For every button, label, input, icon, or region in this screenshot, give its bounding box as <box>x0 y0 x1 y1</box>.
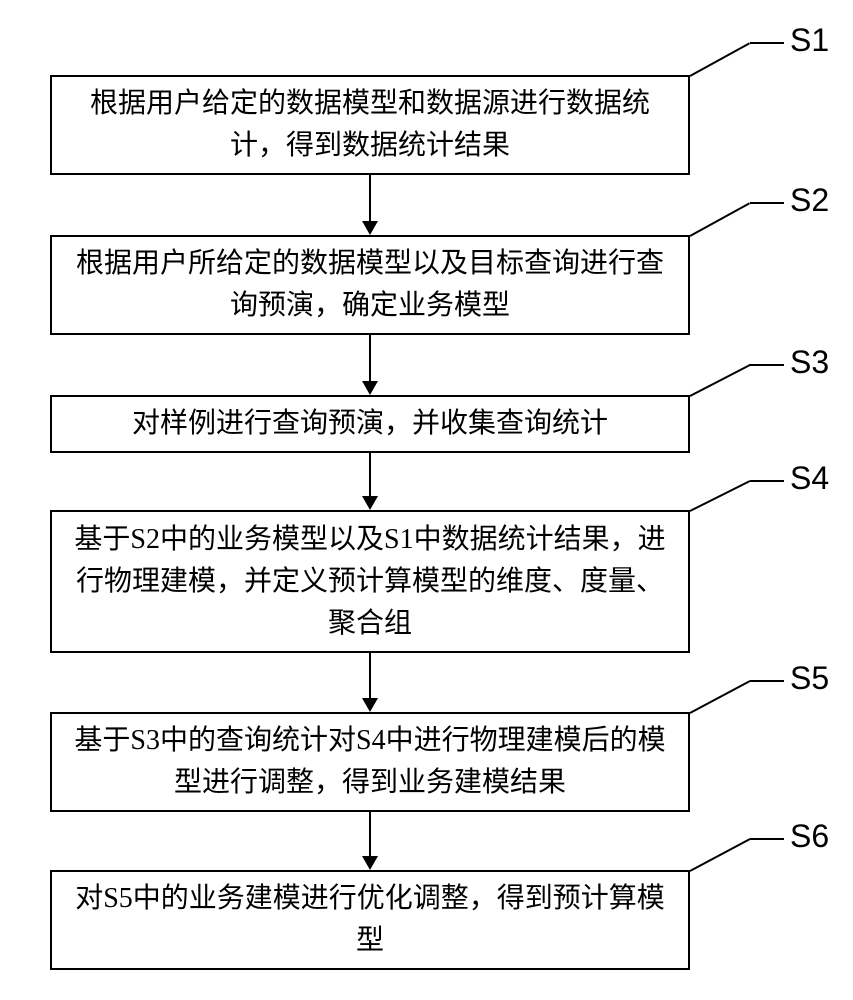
leader-line <box>750 42 784 44</box>
leader-line <box>690 838 751 872</box>
arrow-head-icon <box>362 381 378 395</box>
step-text: 根据用户给定的数据模型和数据源进行数据统计，得到数据统计结果 <box>72 83 668 167</box>
step-text: 对样例进行查询预演，并收集查询统计 <box>132 403 608 445</box>
step-label-s1: S1 <box>790 22 829 59</box>
leader-line <box>750 838 784 840</box>
leader-line <box>690 364 751 397</box>
arrow-line <box>369 335 371 381</box>
leader-line <box>690 42 751 77</box>
arrow-line <box>369 175 371 221</box>
leader-line <box>690 202 751 237</box>
step-label-s5: S5 <box>790 660 829 697</box>
step-box-s6: 对S5中的业务建模进行优化调整，得到预计算模型 <box>50 870 690 970</box>
step-label-s4: S4 <box>790 460 829 497</box>
leader-line <box>690 480 751 512</box>
step-text: 对S5中的业务建模进行优化调整，得到预计算模型 <box>72 878 668 962</box>
leader-line <box>750 202 784 204</box>
arrow-head-icon <box>362 856 378 870</box>
leader-line <box>690 680 751 714</box>
step-box-s4: 基于S2中的业务模型以及S1中数据统计结果，进行物理建模，并定义预计算模型的维度… <box>50 510 690 653</box>
step-label-s6: S6 <box>790 818 829 855</box>
arrow-line <box>369 453 371 496</box>
leader-line <box>750 364 784 366</box>
step-text: 基于S3中的查询统计对S4中进行物理建模后的模型进行调整，得到业务建模结果 <box>72 720 668 804</box>
step-box-s1: 根据用户给定的数据模型和数据源进行数据统计，得到数据统计结果 <box>50 75 690 175</box>
leader-line <box>750 480 784 482</box>
step-box-s3: 对样例进行查询预演，并收集查询统计 <box>50 395 690 453</box>
step-text: 根据用户所给定的数据模型以及目标查询进行查询预演，确定业务模型 <box>72 243 668 327</box>
arrow-line <box>369 653 371 698</box>
arrow-head-icon <box>362 698 378 712</box>
step-box-s2: 根据用户所给定的数据模型以及目标查询进行查询预演，确定业务模型 <box>50 235 690 335</box>
step-box-s5: 基于S3中的查询统计对S4中进行物理建模后的模型进行调整，得到业务建模结果 <box>50 712 690 812</box>
step-text: 基于S2中的业务模型以及S1中数据统计结果，进行物理建模，并定义预计算模型的维度… <box>72 519 668 645</box>
arrow-head-icon <box>362 496 378 510</box>
step-label-s3: S3 <box>790 344 829 381</box>
flowchart-canvas: 根据用户给定的数据模型和数据源进行数据统计，得到数据统计结果 S1 根据用户所给定的… <box>0 0 853 1000</box>
arrow-line <box>369 812 371 856</box>
arrow-head-icon <box>362 221 378 235</box>
step-label-s2: S2 <box>790 182 829 219</box>
leader-line <box>750 680 784 682</box>
